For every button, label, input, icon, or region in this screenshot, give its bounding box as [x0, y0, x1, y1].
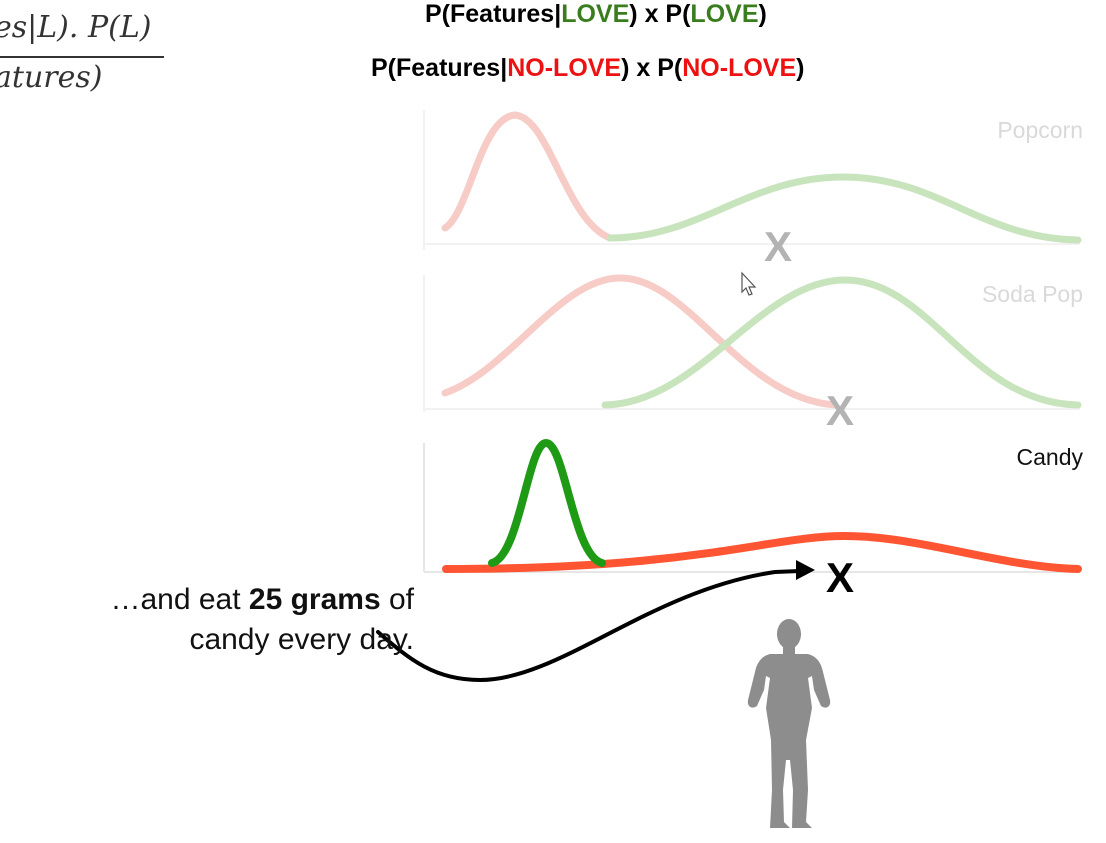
bayes-formula: es|L). P(L) atures): [0, 2, 180, 92]
nolove-mid: ) x P(: [621, 54, 683, 82]
caption-amount: 25 grams: [248, 583, 381, 616]
soda-pop-panel: X Soda Pop: [423, 274, 1083, 434]
arrow-head-icon: [796, 560, 815, 580]
formula-numerator: es|L). P(L): [0, 10, 152, 45]
nolove-prior-term: NO-LOVE: [682, 54, 797, 82]
fraction-bar: [0, 56, 164, 58]
caption-post: of: [380, 583, 414, 616]
caption-pre: …and eat: [110, 583, 249, 616]
love-mid: ) x P(: [629, 0, 691, 28]
person-silhouette-icon: [747, 619, 831, 828]
candy-label: Candy: [1017, 444, 1084, 470]
love-prefix: P(Features|: [425, 0, 562, 28]
candy-panel: X Candy: [423, 438, 1084, 601]
candy-nolove-curve: [442, 531, 1082, 573]
candy-love-curve: [488, 438, 606, 567]
arrow-curve: [376, 569, 802, 683]
popcorn-love-curve: [606, 173, 1082, 244]
mouse-cursor-icon: [741, 271, 757, 296]
love-term: LOVE: [561, 0, 630, 28]
soda-label: Soda Pop: [982, 281, 1083, 307]
popcorn-panel: X Popcorn: [423, 110, 1083, 270]
popcorn-label: Popcorn: [997, 117, 1083, 143]
caption-line2: candy every day.: [189, 623, 414, 656]
love-score-line: P(Features|LOVE) x P(LOVE): [425, 0, 767, 29]
soda-love-curve: [601, 276, 1082, 409]
popcorn-marker: X: [764, 223, 792, 270]
caption-text: …and eat 25 grams of candy every day.: [30, 580, 414, 660]
love-prior-term: LOVE: [690, 0, 759, 28]
candy-marker: X: [826, 554, 854, 601]
formula-denominator: atures): [0, 60, 103, 92]
popcorn-nolove-curve: [441, 111, 614, 242]
nolove-score-line: P(Features|NO-LOVE) x P(NO-LOVE): [371, 54, 804, 83]
love-suffix: ): [758, 0, 767, 28]
nolove-suffix: ): [796, 54, 805, 82]
soda-nolove-curve: [441, 274, 839, 409]
pointer-arrow: [376, 560, 815, 683]
nolove-term: NO-LOVE: [507, 54, 622, 82]
soda-marker: X: [826, 387, 854, 434]
nolove-prefix: P(Features|: [371, 54, 508, 82]
